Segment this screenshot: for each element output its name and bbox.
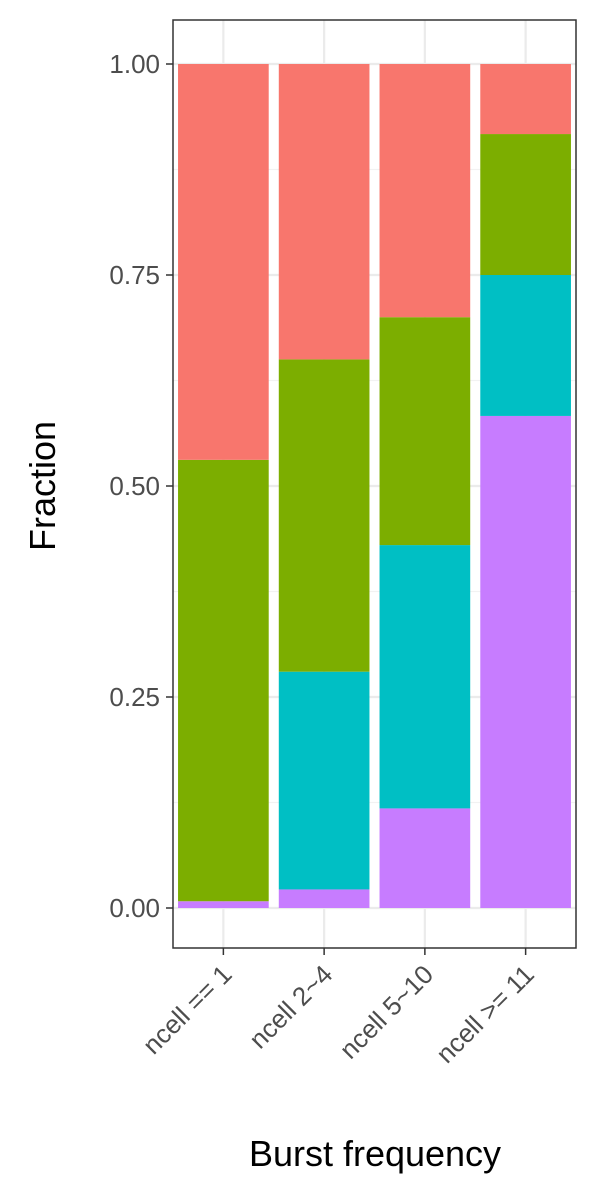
bar-segment <box>178 901 269 908</box>
bar-segment <box>178 64 269 460</box>
x-tick-label: ncell 5~10 <box>334 959 440 1065</box>
plot-border <box>172 19 577 949</box>
y-tick-label: 0.00 <box>109 893 160 923</box>
y-tick-label: 0.75 <box>109 260 160 290</box>
bar-segment <box>480 134 571 275</box>
x-tick-label: ncell == 1 <box>137 959 238 1060</box>
x-tick-label: ncell >= 11 <box>430 959 540 1069</box>
bar-segment <box>379 64 471 318</box>
bar-segment <box>480 275 571 416</box>
x-tick-label: ncell 2~4 <box>243 959 338 1054</box>
bar-segment <box>278 359 370 672</box>
bar-segment <box>278 671 370 890</box>
y-axis-title: Fraction <box>22 421 63 551</box>
bar-segment <box>379 808 471 908</box>
x-axis-title: Burst frequency <box>249 1133 501 1174</box>
bar-segment <box>178 459 269 902</box>
y-tick-label: 0.25 <box>109 682 160 712</box>
bar-segment <box>379 545 471 809</box>
bar-segment <box>480 415 571 908</box>
y-tick-label: 1.00 <box>109 49 160 79</box>
bar-segment <box>379 317 471 546</box>
bar-segment <box>278 889 370 908</box>
y-tick-label: 0.50 <box>109 471 160 501</box>
y-axis: 0.00 0.25 0.50 0.75 1.00 <box>109 49 173 923</box>
bars <box>178 64 571 908</box>
bar-segment <box>480 64 571 135</box>
bar-segment <box>278 64 370 360</box>
